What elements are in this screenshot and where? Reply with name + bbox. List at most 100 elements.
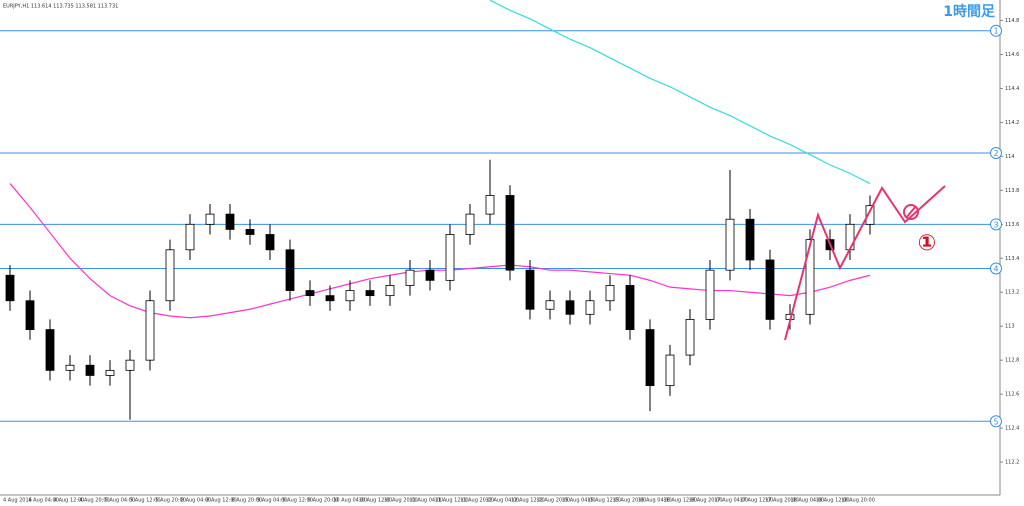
level-badge (990, 24, 1002, 37)
y-tick-label: 112.2 (1005, 460, 1019, 466)
x-tick-label: 8 Aug 04:00 (181, 498, 212, 504)
candle-body (345, 290, 355, 302)
candle-body (185, 223, 195, 251)
annotation: ① (918, 231, 937, 256)
candle-body (405, 269, 415, 286)
target-circle (903, 204, 919, 220)
candle-body (525, 269, 535, 310)
chart-title: 1時間足 (943, 3, 996, 20)
y-tick-label: 113 (1005, 324, 1015, 330)
y-tick-label: 113.8 (1005, 188, 1019, 194)
candle-body (465, 213, 475, 235)
y-tick-label: 112.4 (1005, 426, 1019, 432)
candle-body (165, 249, 175, 302)
moving-average (489, 0, 871, 185)
x-tick-label: 10 Aug 04:00 (333, 498, 367, 504)
y-tick-label: 113.6 (1005, 222, 1019, 228)
x-tick-label: 5 Aug 20:00 (155, 498, 186, 504)
candle-body (705, 269, 715, 320)
x-tick-label: 5 Aug 04:00 (105, 498, 136, 504)
candle-body (485, 195, 495, 215)
candle-body (745, 218, 755, 261)
level-label: 1 (993, 27, 998, 36)
y-tick-label: 112.8 (1005, 358, 1019, 364)
candle-body (685, 319, 695, 356)
x-tick-label: 10 Aug 20:00 (384, 498, 418, 504)
candle-body (425, 269, 435, 281)
x-tick-label: 4 Aug 20:00 (79, 498, 110, 504)
x-tick-label: 8 Aug 12:00 (206, 498, 237, 504)
candle-body (845, 223, 855, 251)
candle-body (565, 300, 575, 315)
x-tick-label: 9 Aug 04:00 (257, 498, 288, 504)
candle-body (725, 218, 735, 271)
candle-body (85, 364, 95, 376)
x-tick-label: 9 Aug 12:00 (282, 498, 313, 504)
x-tick-label: 18 Aug 04:00 (790, 498, 824, 504)
candle-body (45, 329, 55, 371)
candle-body (325, 295, 335, 302)
candle-body (105, 369, 115, 376)
x-tick-label: 4 Aug 04:00 (28, 498, 59, 504)
level-badge (990, 218, 1002, 231)
candle-body (365, 290, 375, 297)
candle-body (225, 213, 235, 230)
x-tick-label: 8 Aug 20:00 (232, 498, 263, 504)
x-tick-label: 5 Aug 12:00 (130, 498, 161, 504)
candle-body (505, 195, 515, 271)
level-badge (990, 147, 1002, 159)
x-tick-label: 16 Aug 12:00 (663, 498, 697, 504)
level-badge (990, 262, 1002, 275)
level-label: 5 (993, 417, 998, 426)
projection-path (784, 185, 946, 341)
x-tick-label: 12 Aug 04:00 (486, 498, 520, 504)
target-slash (905, 205, 917, 219)
candle-body (5, 274, 15, 302)
x-tick-label: 17 Aug 20:00 (765, 498, 799, 504)
level-label: 4 (993, 264, 998, 273)
candle-body (145, 300, 155, 361)
level-label: 2 (993, 149, 998, 158)
candle-body (385, 285, 395, 297)
candle-body (865, 205, 875, 225)
candle-body (585, 300, 595, 315)
chart-header: EURJPY,H1 113.614 113.735 113.581 113.73… (3, 4, 118, 10)
y-tick-label: 113.2 (1005, 290, 1019, 296)
x-tick-label: 10 Aug 12:00 (359, 498, 393, 504)
candle-body (605, 285, 615, 302)
x-tick-label: 11 Aug 12:00 (435, 498, 469, 504)
y-tick-label: 114.8 (1005, 18, 1019, 24)
x-tick-label: 15 Aug 12:00 (587, 498, 621, 504)
x-tick-label: 4 Aug 12:00 (54, 498, 85, 504)
y-tick-label: 112.6 (1005, 392, 1019, 398)
x-tick-label: 18 Aug 12:00 (816, 498, 850, 504)
candle-body (65, 364, 75, 371)
x-tick-label: 18 Aug 20:00 (841, 498, 875, 504)
x-tick-label: 17 Aug 12:00 (740, 498, 774, 504)
x-tick-label: 11 Aug 04:00 (409, 498, 443, 504)
candle-body (305, 290, 315, 297)
level-label: 3 (993, 220, 998, 229)
x-tick-label: 12 Aug 12:00 (511, 498, 545, 504)
candle-body (125, 359, 135, 371)
candle-body (285, 249, 295, 291)
x-tick-label: 16 Aug 20:00 (689, 498, 723, 504)
x-tick-label: 15 Aug 04:00 (562, 498, 596, 504)
y-tick-label: 114.2 (1005, 120, 1019, 126)
x-tick-label: 15 Aug 20:00 (613, 498, 647, 504)
candle-body (665, 354, 675, 387)
x-tick-label: 12 Aug 20:00 (536, 498, 570, 504)
y-tick-label: 113.4 (1005, 256, 1019, 262)
candle-body (25, 300, 35, 331)
x-tick-label: 16 Aug 04:00 (638, 498, 672, 504)
candle-body (645, 329, 655, 387)
candle-body (545, 300, 555, 310)
x-tick-label: 4 Aug 2016 (3, 498, 32, 504)
y-tick-label: 114 (1005, 154, 1015, 160)
x-tick-label: 17 Aug 04:00 (714, 498, 748, 504)
level-badge (990, 415, 1002, 428)
candle-body (805, 239, 815, 315)
x-tick-label: 11 Aug 20:00 (460, 498, 494, 504)
